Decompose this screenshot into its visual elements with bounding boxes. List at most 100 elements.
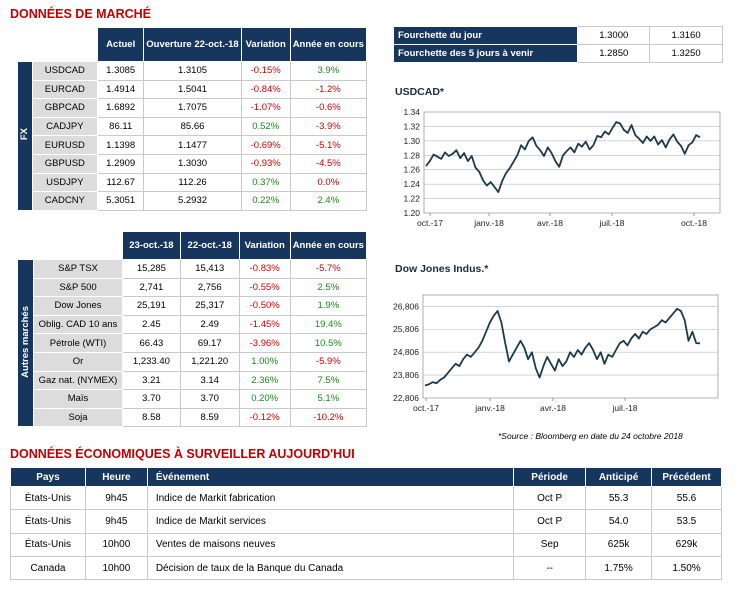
eco-previous: 55.6 xyxy=(651,485,722,511)
eco-country: États-Unis xyxy=(10,485,86,511)
eco-time: 9h45 xyxy=(84,485,148,511)
usdcad-y-tick-label: 1.20 xyxy=(403,208,420,218)
other-variation: 0.20% xyxy=(238,389,291,409)
other-variation: -1.45% xyxy=(238,314,291,335)
usdcad-x-tick-label: oct.-17 xyxy=(417,218,443,228)
range-low: 1.2850 xyxy=(577,44,651,63)
other-value-previous: 15,413 xyxy=(179,259,240,279)
other-row: Pétrole (WTI) 66.43 69.17 -3.96% 10.5% xyxy=(18,333,368,353)
dowjones-x-tick-label: oct.-17 xyxy=(413,403,439,413)
other-ytd: 7.5% xyxy=(289,370,368,391)
usdcad-x-tick-label: oct.-18 xyxy=(681,218,707,228)
range-label: Fourchette du jour xyxy=(392,26,579,45)
other-variation: -0.55% xyxy=(238,277,291,298)
other-value-current: 1,233.40 xyxy=(122,351,181,372)
other-variation: -0.83% xyxy=(238,259,291,279)
other-value-previous: 8.59 xyxy=(179,407,240,428)
other-markets-table: 23-oct.-18 22-oct.-18 Variation Année en… xyxy=(17,231,368,428)
eco-header-periode: Période xyxy=(513,467,587,487)
other-instrument: Oblig. CAD 10 ans xyxy=(32,314,124,335)
fx-instrument: CADJPY xyxy=(31,116,99,137)
other-ytd: 1.9% xyxy=(289,296,368,316)
fx-row: GBPUSD 1.2909 1.3030 -0.93% -4.5% xyxy=(18,153,368,174)
usdcad-x-tick-label: juil.-18 xyxy=(598,218,624,228)
range-low: 1.3000 xyxy=(577,26,651,45)
other-value-previous: 1,221.20 xyxy=(179,351,240,372)
other-header-date1: 23-oct.-18 xyxy=(122,231,181,260)
eco-time: 10h00 xyxy=(84,555,148,581)
fx-ytd: -1.2% xyxy=(289,79,368,100)
fx-instrument: USDCAD xyxy=(31,61,99,81)
other-ytd: -5.7% xyxy=(289,259,368,279)
eco-expected: 625k xyxy=(585,532,653,557)
eco-row: États-Unis 9h45 Indice de Markit fabricati… xyxy=(10,485,722,511)
other-value-current: 2,741 xyxy=(122,277,181,298)
other-value-previous: 2,756 xyxy=(179,277,240,298)
fx-value-current: 1.3085 xyxy=(97,61,145,81)
fx-value-current: 1.4914 xyxy=(97,79,145,100)
fx-header-variation: Variation xyxy=(240,27,291,62)
other-value-previous: 2.49 xyxy=(179,314,240,335)
other-row: Oblig. CAD 10 ans 2.45 2.49 -1.45% 19.4% xyxy=(18,314,368,335)
fx-ytd: -3.9% xyxy=(289,116,368,137)
fx-instrument: USDJPY xyxy=(31,172,99,193)
fx-row: FX USDCAD 1.3085 1.3105 -0.15% 3.9% xyxy=(17,61,368,211)
usdcad-y-tick-label: 1.26 xyxy=(403,165,420,175)
usdcad-y-tick-label: 1.32 xyxy=(403,121,420,131)
fx-row: EURCAD 1.4914 1.5041 -0.84% -1.2% xyxy=(18,79,368,100)
fx-variation: 0.37% xyxy=(240,172,291,193)
eco-header-anticipe: Anticipé xyxy=(585,467,653,487)
usdcad-x-tick-label: janv.-18 xyxy=(473,218,504,228)
other-ytd: 5.1% xyxy=(289,389,368,409)
other-section-label: Autres marchés xyxy=(17,258,34,428)
fx-ytd: -0.6% xyxy=(289,98,368,118)
eco-table: Pays Heure Événement Période Anticipé Pr… xyxy=(10,467,722,581)
other-ytd: 10.5% xyxy=(289,333,368,353)
fx-header-open: Ouverture 22-oct.-18 xyxy=(143,27,242,62)
dowjones-x-tick-label: janv.-18 xyxy=(474,403,505,413)
eco-title: DONNÉES ÉCONOMIQUES À SURVEILLER AUJOURD… xyxy=(10,447,355,461)
usdcad-y-tick-label: 1.30 xyxy=(403,136,420,146)
other-row: S&P 500 2,741 2,756 -0.55% 2.5% xyxy=(18,277,368,298)
fx-value-previous: 1.5041 xyxy=(143,79,242,100)
fx-value-current: 112.67 xyxy=(97,172,145,193)
other-value-current: 2.45 xyxy=(122,314,181,335)
usdcad-y-tick-label: 1.22 xyxy=(403,194,420,204)
other-value-previous: 3.70 xyxy=(179,389,240,409)
other-ytd: 2.5% xyxy=(289,277,368,298)
other-instrument: Pétrole (WTI) xyxy=(32,333,124,353)
other-value-current: 15,285 xyxy=(122,259,181,279)
other-variation: -0.50% xyxy=(238,296,291,316)
fx-ytd: 0.0% xyxy=(289,172,368,193)
other-variation: -0.12% xyxy=(238,407,291,428)
eco-event: Décision de taux de la Banque du Canada xyxy=(146,555,515,581)
other-row: Dow Jones 25,191 25,317 -0.50% 1.9% xyxy=(18,296,368,316)
fx-value-current: 1.1398 xyxy=(97,135,145,155)
range-row: Fourchette des 5 jours à venir 1.2850 1.… xyxy=(392,44,723,63)
eco-time: 9h45 xyxy=(84,509,148,534)
other-instrument: Gaz nat. (NYMEX) xyxy=(32,370,124,391)
eco-period: Sep xyxy=(513,532,587,557)
fx-variation: -0.15% xyxy=(240,61,291,81)
other-instrument: Maïs xyxy=(32,389,124,409)
fx-variation: 0.22% xyxy=(240,191,291,211)
fx-ytd: -5.1% xyxy=(289,135,368,155)
other-value-current: 3.70 xyxy=(122,389,181,409)
fx-row: GBPCAD 1.6892 1.7075 -1.07% -0.6% xyxy=(18,98,368,118)
other-row: Gaz nat. (NYMEX) 3.21 3.14 2.36% 7.5% xyxy=(18,370,368,391)
other-value-previous: 3.14 xyxy=(179,370,240,391)
fx-table: Actuel Ouverture 22-oct.-18 Variation An… xyxy=(17,27,368,211)
dowjones-y-tick-label: 23,806 xyxy=(393,370,419,380)
fx-ytd: -4.5% xyxy=(289,153,368,174)
other-row: Or 1,233.40 1,221.20 1.00% -5.9% xyxy=(18,351,368,372)
eco-country: États-Unis xyxy=(10,532,86,557)
usdcad-chart-title: USDCAD* xyxy=(395,86,445,98)
fx-value-current: 1.2909 xyxy=(97,153,145,174)
fx-ytd: 2.4% xyxy=(289,191,368,211)
eco-row: Canada 10h00 Décision de taux de la Banque… xyxy=(10,555,722,581)
dowjones-plot-frame xyxy=(422,294,719,399)
usdcad-y-tick-label: 1.24 xyxy=(403,179,420,189)
other-ytd: -10.2% xyxy=(289,407,368,428)
eco-previous: 1.50% xyxy=(651,555,722,581)
